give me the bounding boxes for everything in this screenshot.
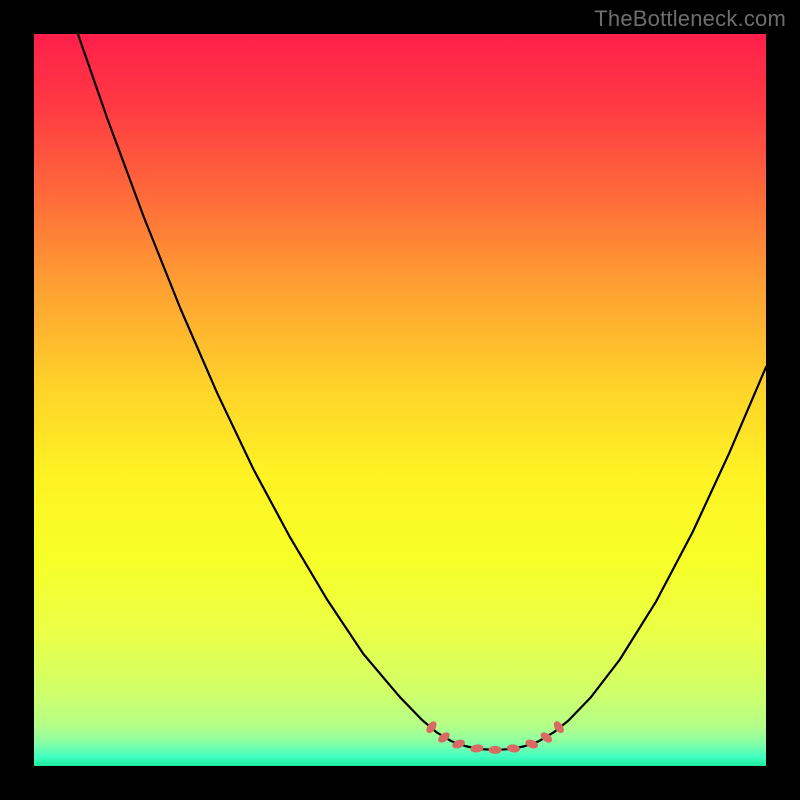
- valley-bead: [489, 746, 502, 754]
- gradient-plot-background: [34, 34, 766, 766]
- chart-frame: TheBottleneck.com: [0, 0, 800, 800]
- bottleneck-curve-chart: [0, 0, 800, 800]
- watermark-text: TheBottleneck.com: [594, 6, 786, 32]
